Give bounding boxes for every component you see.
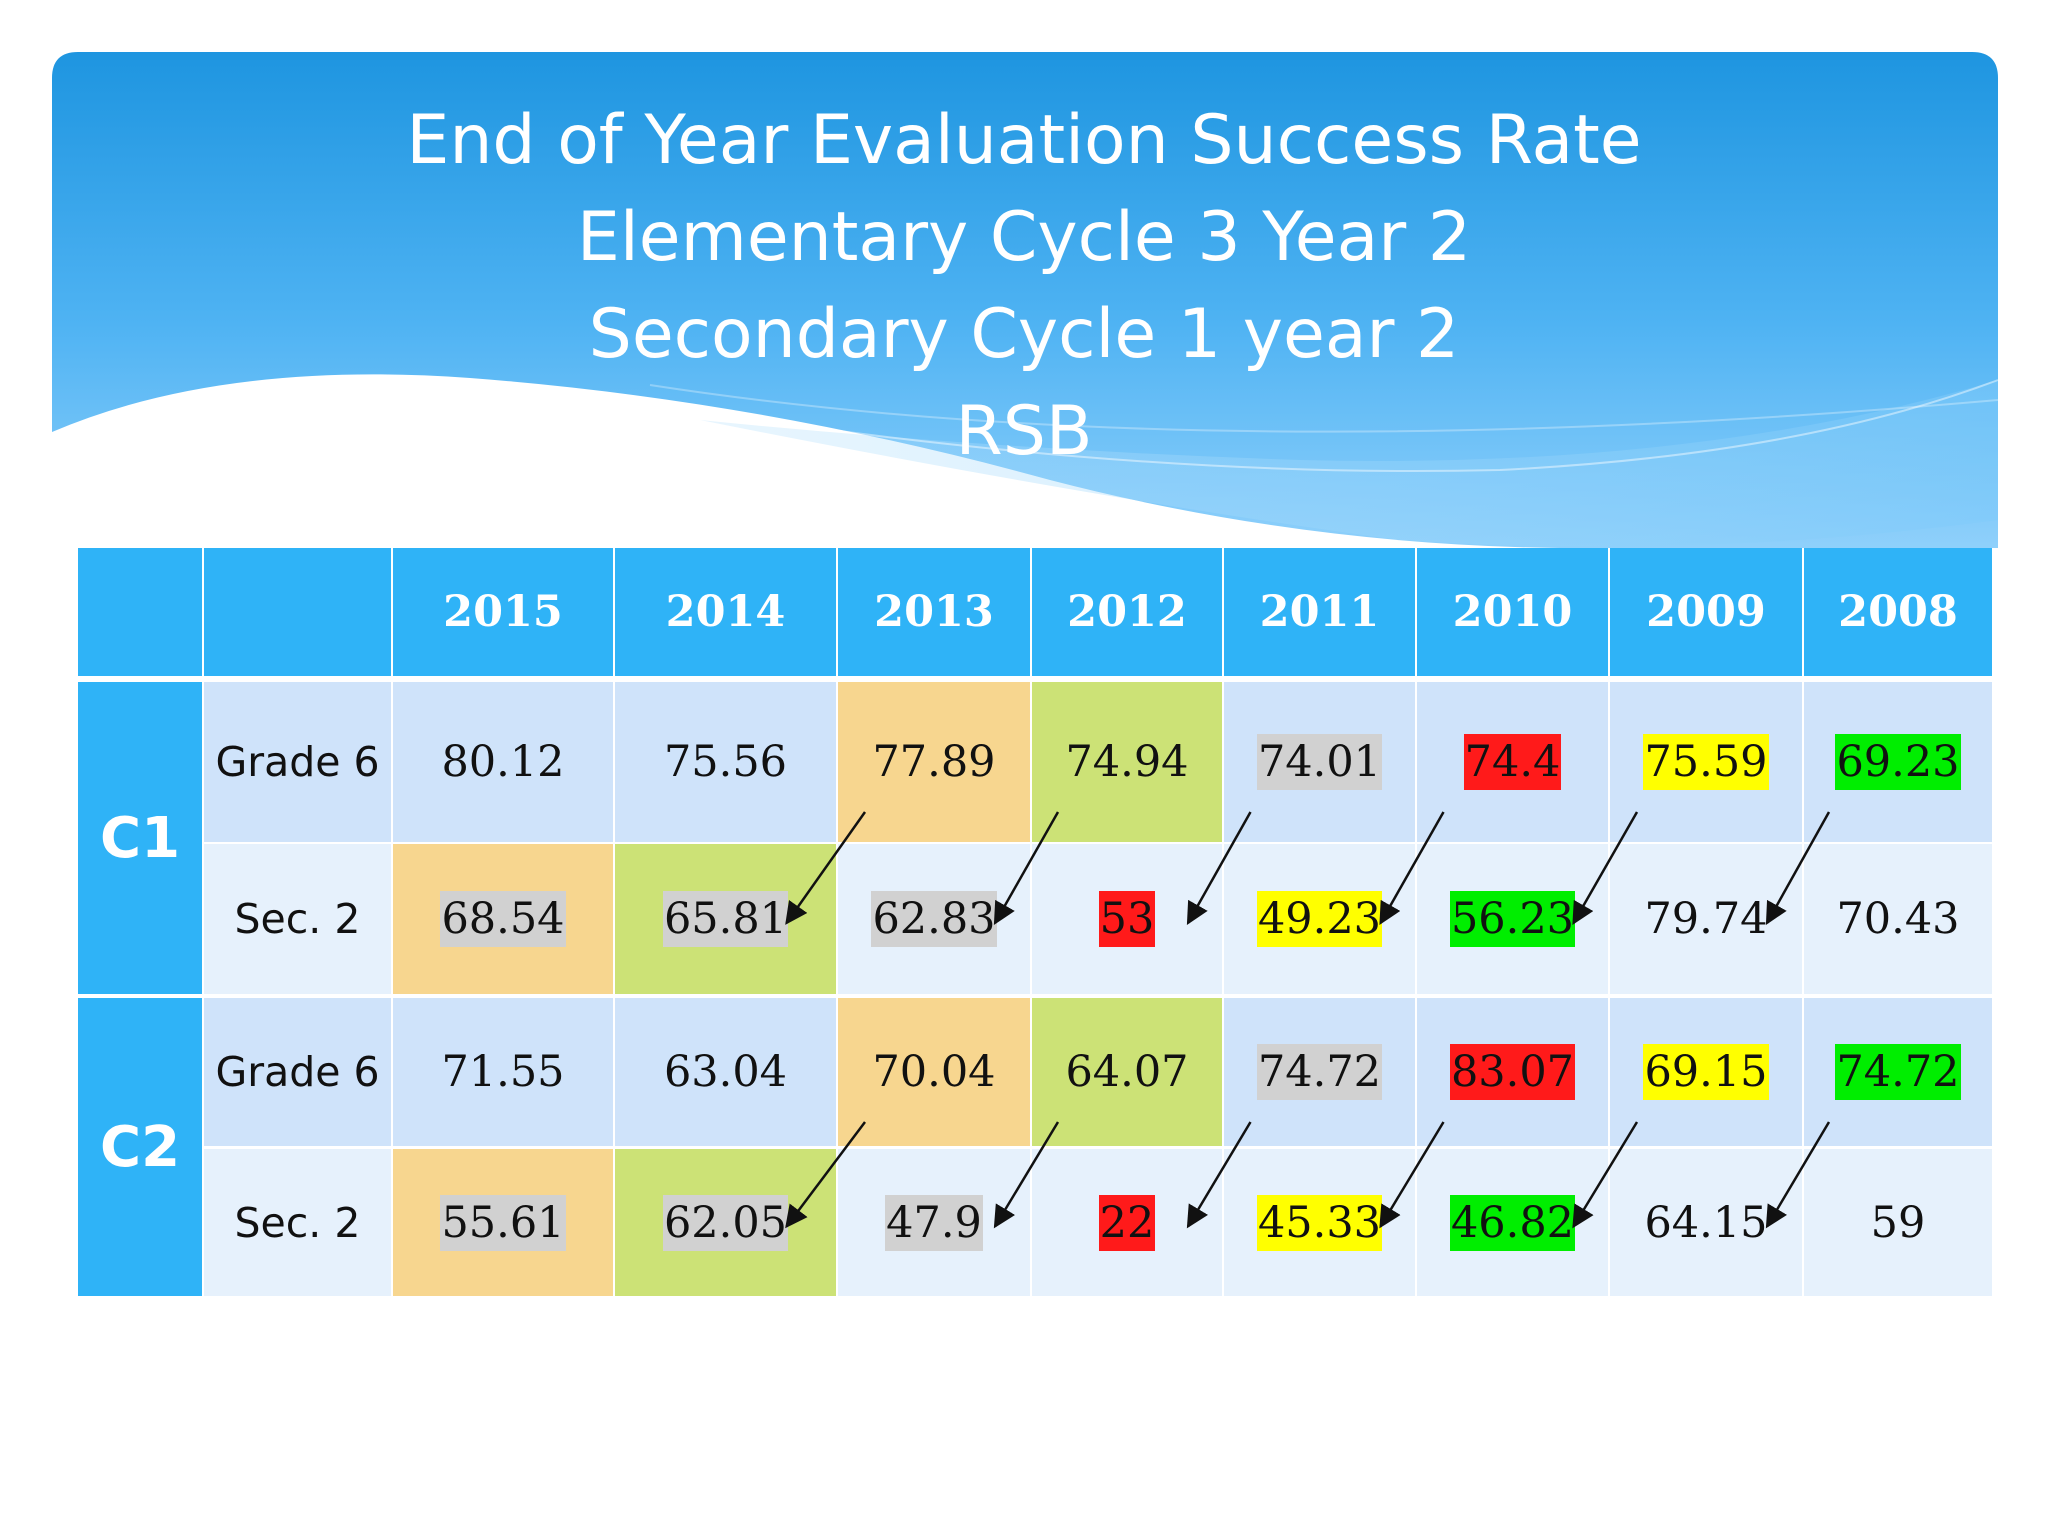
cell-value: 46.82 xyxy=(1449,1194,1576,1251)
table-cell: 74.01 xyxy=(1224,682,1415,842)
cell-value: 74.72 xyxy=(1835,1044,1961,1100)
row-label: Sec. 2 xyxy=(204,1149,391,1296)
cell-value: 74.4 xyxy=(1463,734,1562,790)
cell-value: 77.89 xyxy=(872,737,996,787)
cell-value: 71.55 xyxy=(441,1047,565,1097)
table-cell: 49.23 xyxy=(1224,844,1415,994)
cell-value: 74.94 xyxy=(1065,737,1189,787)
cell-value: 69.23 xyxy=(1835,734,1961,790)
cell-value: 80.12 xyxy=(441,737,565,787)
cell-value: 64.15 xyxy=(1644,1197,1768,1248)
table-cell: 62.05 xyxy=(615,1149,836,1296)
cell-value: 74.72 xyxy=(1256,1044,1383,1100)
table-cell: 83.07 xyxy=(1417,998,1608,1146)
cell-value: 83.07 xyxy=(1449,1044,1576,1100)
table-cell: 63.04 xyxy=(615,998,836,1146)
cell-value: 53 xyxy=(1098,891,1156,947)
year-header: 2010 xyxy=(1417,548,1608,676)
title-line: RSB xyxy=(955,392,1093,471)
table-cell: 22 xyxy=(1032,1149,1222,1296)
cell-value: 75.59 xyxy=(1643,734,1769,790)
cell-value: 75.56 xyxy=(663,737,788,787)
cell-value: 45.33 xyxy=(1256,1194,1383,1251)
table-cell: 79.74 xyxy=(1610,844,1802,994)
table-cell: 53 xyxy=(1032,844,1222,994)
slide-title: End of Year Evaluation Success Rate Elem… xyxy=(0,92,2048,480)
year-header: 2013 xyxy=(838,548,1030,676)
table-cell: 47.9 xyxy=(838,1149,1030,1296)
group-label: C1 xyxy=(78,682,202,994)
row-label: Grade 6 xyxy=(204,682,391,842)
table-cell: 71.55 xyxy=(393,998,613,1146)
table-cell: 65.81 xyxy=(615,844,836,994)
table-cell: 74.72 xyxy=(1224,998,1415,1146)
row-label: Grade 6 xyxy=(204,998,391,1146)
table-cell: 70.43 xyxy=(1804,844,1992,994)
cell-value: 63.04 xyxy=(663,1047,788,1097)
table-cell: 74.72 xyxy=(1804,998,1992,1146)
year-header: 2009 xyxy=(1610,548,1802,676)
title-line: Elementary Cycle 3 Year 2 xyxy=(576,198,1472,277)
table-cell: 56.23 xyxy=(1417,844,1608,994)
cell-value: 69.15 xyxy=(1643,1044,1769,1100)
cell-value: 70.43 xyxy=(1836,894,1960,944)
title-banner xyxy=(52,52,1999,548)
title-line: End of Year Evaluation Success Rate xyxy=(406,101,1642,180)
table-cell: 69.23 xyxy=(1804,682,1992,842)
cell-value: 59 xyxy=(1870,1197,1926,1248)
table-cell: 64.07 xyxy=(1032,998,1222,1146)
table-cell: 64.15 xyxy=(1610,1149,1802,1296)
table-cell: 69.15 xyxy=(1610,998,1802,1146)
cell-value: 62.83 xyxy=(871,891,997,947)
group-label: C2 xyxy=(78,998,202,1296)
table-cell: 75.59 xyxy=(1610,682,1802,842)
cell-value: 22 xyxy=(1098,1194,1156,1251)
cell-value: 62.05 xyxy=(662,1194,789,1251)
table-cell: 46.82 xyxy=(1417,1149,1608,1296)
table-cell: 74.94 xyxy=(1032,682,1222,842)
header-corner-cell xyxy=(78,548,202,676)
cell-value: 74.01 xyxy=(1256,734,1383,790)
table-cell: 68.54 xyxy=(393,844,613,994)
cell-value: 65.81 xyxy=(662,891,789,947)
cell-value: 70.04 xyxy=(872,1047,996,1097)
table-cell: 62.83 xyxy=(838,844,1030,994)
cell-value: 64.07 xyxy=(1065,1047,1189,1097)
table-cell: 55.61 xyxy=(393,1149,613,1296)
table-cell: 59 xyxy=(1804,1149,1992,1296)
cell-value: 47.9 xyxy=(885,1194,983,1251)
year-header: 2015 xyxy=(393,548,613,676)
header-label-cell xyxy=(204,548,391,676)
table-cell: 45.33 xyxy=(1224,1149,1415,1296)
year-header: 2008 xyxy=(1804,548,1992,676)
row-label: Sec. 2 xyxy=(204,844,391,994)
table-cell: 75.56 xyxy=(615,682,836,842)
year-header: 2014 xyxy=(615,548,836,676)
table-cell: 70.04 xyxy=(838,998,1030,1146)
table-cell: 74.4 xyxy=(1417,682,1608,842)
year-header: 2012 xyxy=(1032,548,1222,676)
cell-value: 56.23 xyxy=(1449,891,1576,947)
cell-value: 68.54 xyxy=(440,891,566,947)
cell-value: 55.61 xyxy=(440,1194,566,1251)
table-cell: 80.12 xyxy=(393,682,613,842)
title-line: Secondary Cycle 1 year 2 xyxy=(588,295,1460,374)
table-cell: 77.89 xyxy=(838,682,1030,842)
cell-value: 49.23 xyxy=(1256,891,1383,947)
cell-value: 79.74 xyxy=(1644,894,1768,944)
year-header: 2011 xyxy=(1224,548,1415,676)
